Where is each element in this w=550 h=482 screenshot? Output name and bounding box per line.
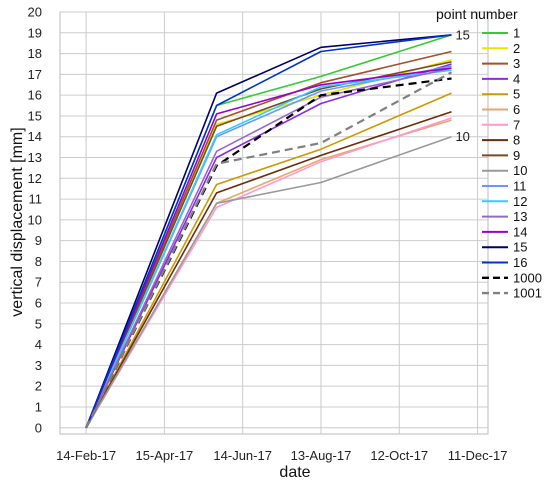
series-line-12 <box>85 69 452 429</box>
legend: point number 123456789101112131415161000… <box>436 6 542 301</box>
legend-label-7: 7 <box>513 117 520 132</box>
y-tick-label: 2 <box>35 379 42 394</box>
y-tick-label: 17 <box>28 67 42 82</box>
legend-label-2: 2 <box>513 41 520 56</box>
series-line-1001 <box>85 71 453 429</box>
series-line-4 <box>85 63 452 429</box>
series-line-16 <box>85 34 452 429</box>
y-tick-label: 19 <box>28 25 42 40</box>
legend-label-15: 15 <box>513 240 527 255</box>
series-line-11 <box>85 65 452 429</box>
series-line-2 <box>85 59 452 429</box>
x-tick-label: 14-Jun-17 <box>213 448 272 463</box>
series-line-3 <box>85 50 452 429</box>
legend-label-1001: 1001 <box>513 286 542 301</box>
x-tick-label: 11-Dec-17 <box>448 448 508 463</box>
y-tick-label: 4 <box>35 337 42 352</box>
y-tick-label: 14 <box>28 129 42 144</box>
y-tick-label: 1 <box>35 399 42 414</box>
legend-label-9: 9 <box>513 148 520 163</box>
legend-label-8: 8 <box>513 133 520 148</box>
legend-label-6: 6 <box>513 102 520 117</box>
legend-label-12: 12 <box>513 194 527 209</box>
y-axis-title: vertical displacement [mm] <box>9 127 26 316</box>
y-tick-label: 15 <box>28 108 42 123</box>
series-line-14 <box>85 67 452 429</box>
series-line-8 <box>85 111 452 429</box>
legend-label-1000: 1000 <box>513 270 542 285</box>
y-tick-label: 3 <box>35 358 42 373</box>
legend-label-1: 1 <box>513 26 520 41</box>
x-tick-label: 13-Aug-17 <box>291 448 352 463</box>
legend-label-10: 10 <box>513 163 527 178</box>
annotation-10: 10 <box>455 129 469 144</box>
legend-label-4: 4 <box>513 71 520 86</box>
y-tick-label: 8 <box>35 254 42 269</box>
x-axis-ticks: 14-Feb-17 15-Apr-17 14-Jun-17 13-Aug-17 12-O… <box>56 448 507 463</box>
x-tick-label: 12-Oct-17 <box>370 448 428 463</box>
series-line-13 <box>85 67 452 429</box>
y-tick-label: 11 <box>29 192 43 207</box>
legend-title: point number <box>436 6 518 22</box>
series-line-9 <box>85 61 452 429</box>
series-line-10 <box>85 135 452 429</box>
y-tick-label: 6 <box>35 296 42 311</box>
y-tick-label: 13 <box>28 150 42 165</box>
y-tick-label: 12 <box>28 171 42 186</box>
series-line-15 <box>85 34 452 429</box>
legend-label-11: 11 <box>513 179 527 194</box>
y-tick-label: 10 <box>28 212 42 227</box>
legend-label-16: 16 <box>513 255 527 270</box>
x-tick-label: 14-Feb-17 <box>56 448 116 463</box>
y-tick-label: 18 <box>28 46 42 61</box>
y-tick-label: 5 <box>35 316 42 331</box>
legend-label-5: 5 <box>513 87 520 102</box>
annotation-15: 15 <box>455 27 469 42</box>
series-line-1 <box>85 34 452 429</box>
series-line-5 <box>85 92 452 429</box>
series-lines <box>85 34 453 429</box>
series-line-7 <box>85 117 452 429</box>
y-tick-label: 9 <box>35 233 42 248</box>
y-tick-label: 0 <box>35 420 42 435</box>
legend-label-3: 3 <box>513 56 520 71</box>
x-tick-label: 15-Apr-17 <box>135 448 193 463</box>
y-tick-label: 16 <box>28 88 42 103</box>
x-axis-title: date <box>279 464 310 481</box>
legend-label-14: 14 <box>513 224 527 239</box>
y-tick-label: 7 <box>35 275 42 290</box>
y-tick-label: 20 <box>28 5 42 20</box>
legend-label-13: 13 <box>513 209 527 224</box>
